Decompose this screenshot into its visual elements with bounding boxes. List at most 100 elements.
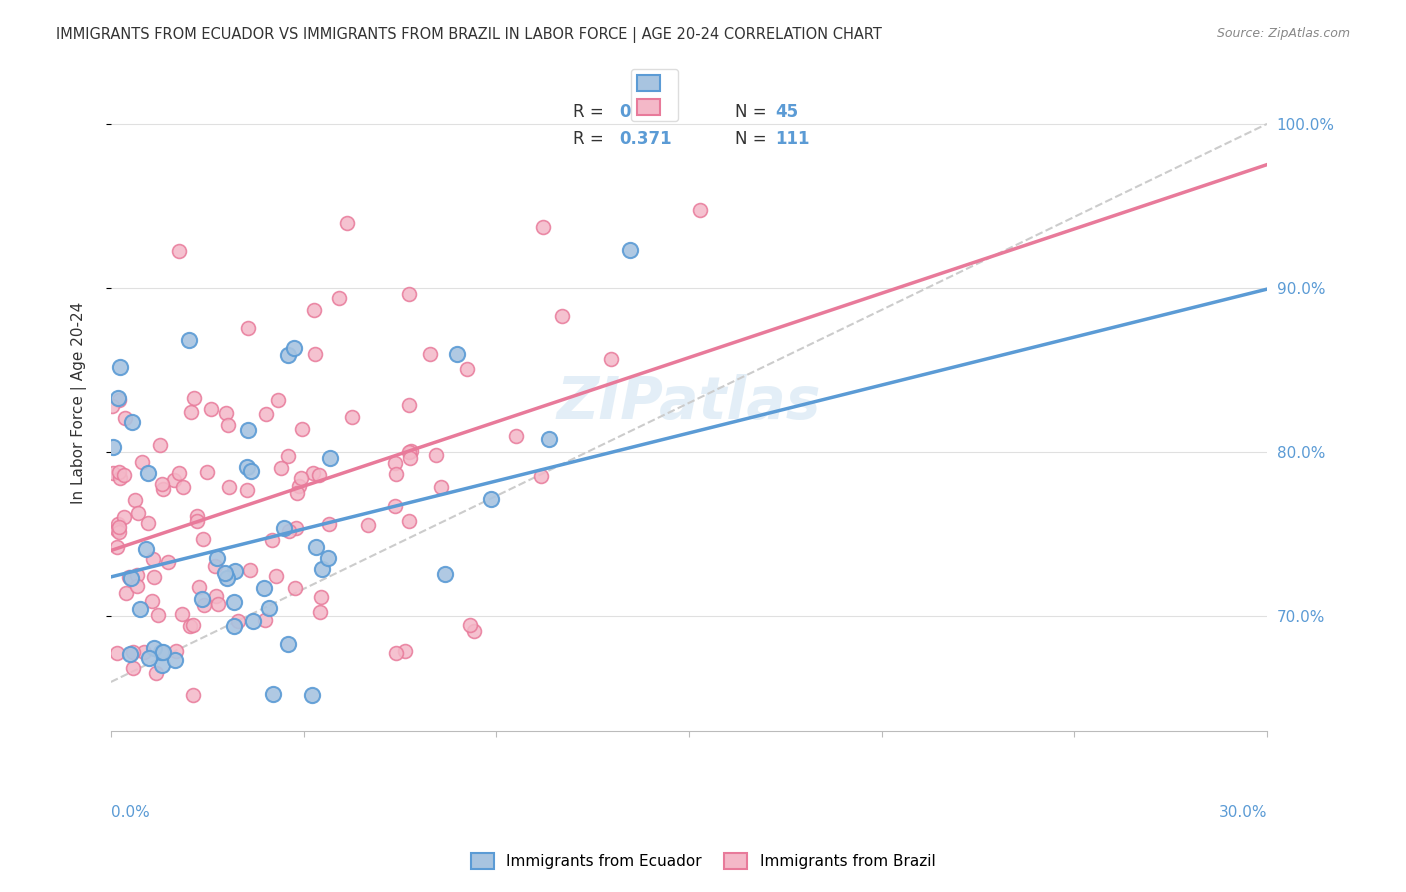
Point <box>108 392 131 407</box>
Point <box>149 645 172 659</box>
Y-axis label: In Labor Force | Age 20-24: In Labor Force | Age 20-24 <box>72 301 87 504</box>
Point <box>204 559 226 574</box>
Text: R =: R = <box>574 129 609 147</box>
Text: 30.0%: 30.0% <box>1219 805 1267 820</box>
Point <box>238 321 260 335</box>
Point <box>120 647 142 661</box>
Point <box>284 581 307 595</box>
Point <box>136 516 159 530</box>
Point <box>226 614 249 628</box>
Point <box>114 411 136 425</box>
Point <box>105 524 128 538</box>
Point <box>128 601 150 615</box>
Point <box>215 407 238 421</box>
Point <box>398 444 420 458</box>
Point <box>188 580 211 594</box>
Point <box>186 509 208 524</box>
Point <box>253 613 276 627</box>
Point <box>157 555 180 569</box>
Point <box>165 644 187 658</box>
Point <box>167 244 190 258</box>
Point <box>236 423 259 437</box>
Point <box>316 551 339 566</box>
Point <box>145 666 167 681</box>
Point <box>309 591 332 605</box>
Point <box>181 618 204 632</box>
Point <box>430 480 453 494</box>
Point <box>384 499 406 513</box>
Point <box>384 456 406 470</box>
Point <box>336 216 359 230</box>
Point <box>456 362 478 376</box>
Legend: Immigrants from Ecuador, Immigrants from Brazil: Immigrants from Ecuador, Immigrants from… <box>464 847 942 875</box>
Point <box>433 567 456 582</box>
Point <box>107 517 129 532</box>
Point <box>195 465 218 479</box>
Point <box>619 243 641 257</box>
Point <box>207 598 229 612</box>
Point <box>107 391 129 405</box>
Point <box>101 440 124 454</box>
Point <box>505 429 527 443</box>
Point <box>205 590 228 604</box>
Point <box>305 540 328 554</box>
Point <box>101 399 124 413</box>
Point <box>288 479 311 493</box>
Point <box>385 467 408 482</box>
Point <box>108 470 131 484</box>
Point <box>191 592 214 607</box>
Point <box>127 579 149 593</box>
Point <box>236 459 259 474</box>
Point <box>394 644 416 658</box>
Point <box>214 566 236 581</box>
Point <box>124 492 146 507</box>
Point <box>149 438 172 452</box>
Text: 0.276: 0.276 <box>620 103 672 121</box>
Legend: , : , <box>630 69 678 121</box>
Text: R =: R = <box>574 103 609 121</box>
Point <box>218 480 240 494</box>
Point <box>222 595 245 609</box>
Point <box>262 687 284 701</box>
Point <box>537 433 560 447</box>
Point <box>177 333 200 347</box>
Point <box>398 514 420 528</box>
Point <box>270 461 292 475</box>
Point <box>186 514 208 528</box>
Point <box>328 291 350 305</box>
Point <box>458 617 481 632</box>
Point <box>110 359 132 374</box>
Point <box>254 407 277 421</box>
Point <box>301 688 323 702</box>
Point <box>398 398 420 412</box>
Point <box>239 562 262 576</box>
Point <box>141 594 163 608</box>
Point <box>531 220 554 235</box>
Text: 111: 111 <box>776 129 810 147</box>
Point <box>277 637 299 651</box>
Point <box>689 202 711 217</box>
Text: 0.0%: 0.0% <box>111 805 149 820</box>
Point <box>264 569 287 583</box>
Point <box>112 510 135 524</box>
Text: 45: 45 <box>776 103 799 121</box>
Point <box>419 347 441 361</box>
Point <box>530 469 553 483</box>
Point <box>290 471 312 485</box>
Point <box>163 473 186 487</box>
Point <box>127 506 149 520</box>
Point <box>399 443 422 458</box>
Point <box>142 570 165 584</box>
Point <box>398 286 420 301</box>
Point <box>107 519 129 533</box>
Point <box>240 464 263 478</box>
Point <box>277 450 299 464</box>
Point <box>357 518 380 533</box>
Point <box>222 618 245 632</box>
Text: Source: ZipAtlas.com: Source: ZipAtlas.com <box>1216 27 1350 40</box>
Point <box>179 618 201 632</box>
Point <box>172 480 194 494</box>
Point <box>308 467 330 482</box>
Point <box>259 601 281 615</box>
Point <box>122 661 145 675</box>
